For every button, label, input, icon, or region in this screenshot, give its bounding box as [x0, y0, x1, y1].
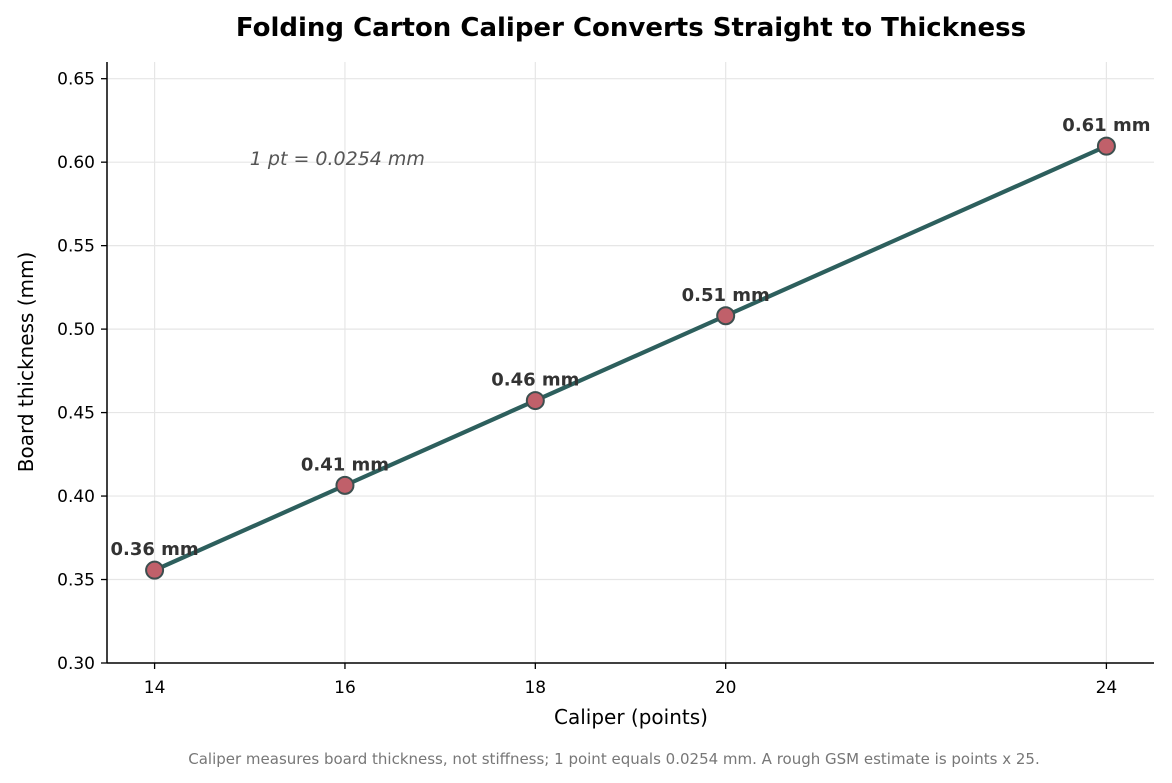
data-label: 0.61 mm: [1062, 115, 1150, 136]
chart-title: Folding Carton Caliper Converts Straight…: [236, 13, 1026, 43]
y-axis-label: Board thickness (mm): [14, 252, 38, 473]
x-tick-label: 24: [1096, 678, 1118, 698]
data-label: 0.36 mm: [110, 539, 198, 560]
y-tick-label: 0.30: [57, 654, 95, 674]
x-tick-label: 18: [524, 678, 546, 698]
data-label: 0.46 mm: [491, 370, 579, 391]
chart-caption: Caliper measures board thickness, not st…: [188, 750, 1040, 768]
y-tick-label: 0.60: [57, 153, 95, 173]
y-tick-label: 0.55: [57, 237, 95, 257]
tick-labels: 14 16 18 20 24 0.30 0.35 0.40 0.45 0.50 0.55 0.60 0.…: [57, 70, 1117, 698]
axes: [101, 62, 1154, 669]
y-tick-label: 0.65: [57, 70, 95, 90]
x-tick-label: 20: [715, 678, 737, 698]
data-point: [1096, 136, 1116, 156]
grid: [107, 62, 1154, 663]
data-labels: 0.36 mm 0.41 mm 0.46 mm 0.51 mm 0.61 mm: [110, 115, 1150, 560]
data-point: [335, 475, 355, 495]
y-tick-label: 0.45: [57, 404, 95, 424]
data-label: 0.41 mm: [301, 454, 389, 475]
y-tick-label: 0.40: [57, 487, 95, 507]
y-tick-label: 0.35: [57, 571, 95, 591]
data-point: [716, 306, 736, 326]
data-point: [145, 560, 165, 580]
y-tick-label: 0.50: [57, 320, 95, 340]
data-label: 0.51 mm: [682, 285, 770, 306]
x-tick-label: 16: [334, 678, 356, 698]
conversion-annotation: 1 pt = 0.0254 mm: [250, 148, 425, 170]
x-tick-label: 14: [144, 678, 166, 698]
data-markers: [145, 136, 1116, 580]
data-point: [525, 391, 545, 411]
data-series: [152, 144, 1109, 573]
series-line: [152, 144, 1109, 573]
x-axis-label: Caliper (points): [554, 705, 708, 729]
